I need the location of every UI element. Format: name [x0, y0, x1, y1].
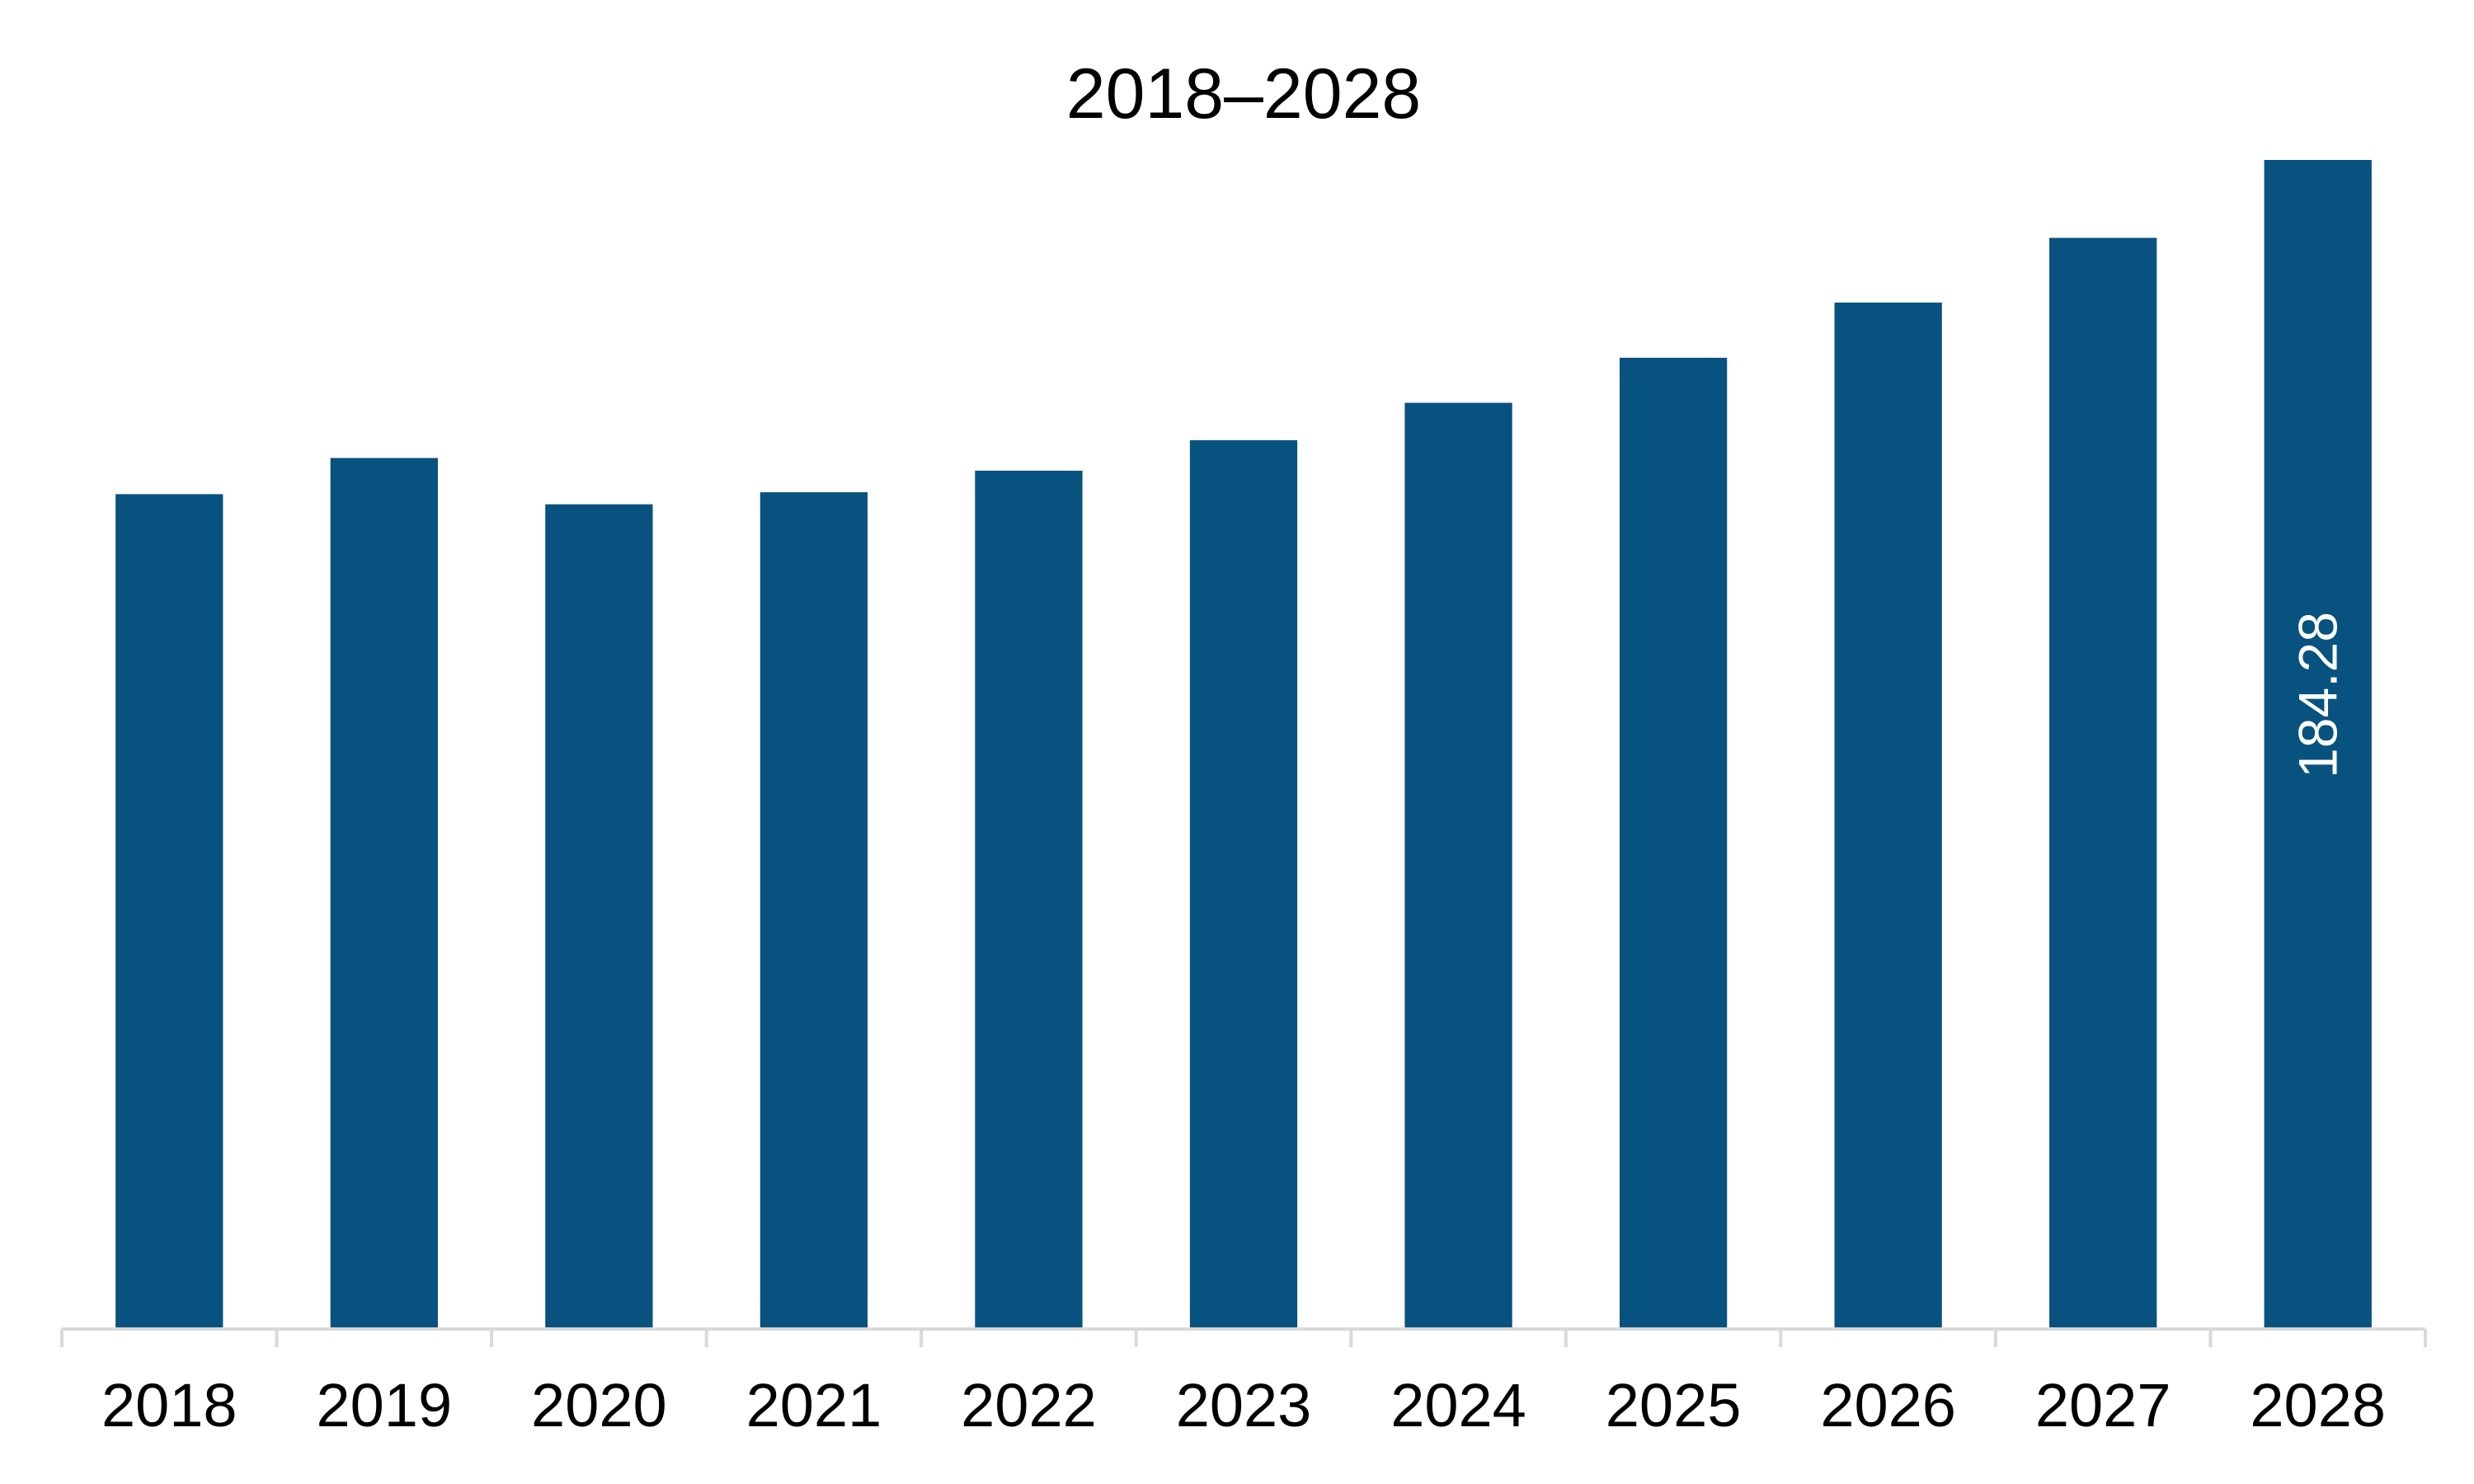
bar-2027	[2049, 237, 2157, 1329]
bar-2026	[1834, 302, 1942, 1329]
bar-2025	[1619, 357, 1728, 1329]
x-tick-label: 2020	[531, 1371, 667, 1439]
x-tick-label: 2022	[961, 1371, 1097, 1439]
data-label: 184.28	[2288, 612, 2349, 778]
x-tick-label: 2023	[1176, 1371, 1312, 1439]
x-tick-label: 2028	[2250, 1371, 2386, 1439]
x-tick-label: 2018	[101, 1371, 238, 1439]
x-tick-label: 2027	[2035, 1371, 2171, 1439]
bar-2024	[1404, 402, 1512, 1330]
x-axis-tick-labels: 2018 2019 2020 2021 2022 2023 2024 2025 2026 2027…	[101, 1371, 2386, 1439]
bar-2018	[115, 494, 223, 1329]
bars-group	[115, 160, 2372, 1330]
bar-2022	[975, 470, 1083, 1329]
bar-2023	[1189, 439, 1298, 1330]
bar-2021	[760, 492, 868, 1329]
x-tick-label: 2024	[1390, 1371, 1526, 1439]
x-tick-label: 2021	[746, 1371, 882, 1439]
data-labels-group: 184.28	[2288, 612, 2349, 778]
bar-2028	[2264, 160, 2372, 1329]
x-axis-ticks	[60, 1329, 2427, 1347]
x-tick-label: 2026	[1820, 1371, 1956, 1439]
bar-2020	[545, 504, 653, 1329]
x-tick-label: 2019	[317, 1371, 453, 1439]
chart-title: 2018–2028	[1066, 54, 1421, 134]
bar-2019	[330, 458, 438, 1329]
x-tick-label: 2025	[1606, 1371, 1742, 1439]
